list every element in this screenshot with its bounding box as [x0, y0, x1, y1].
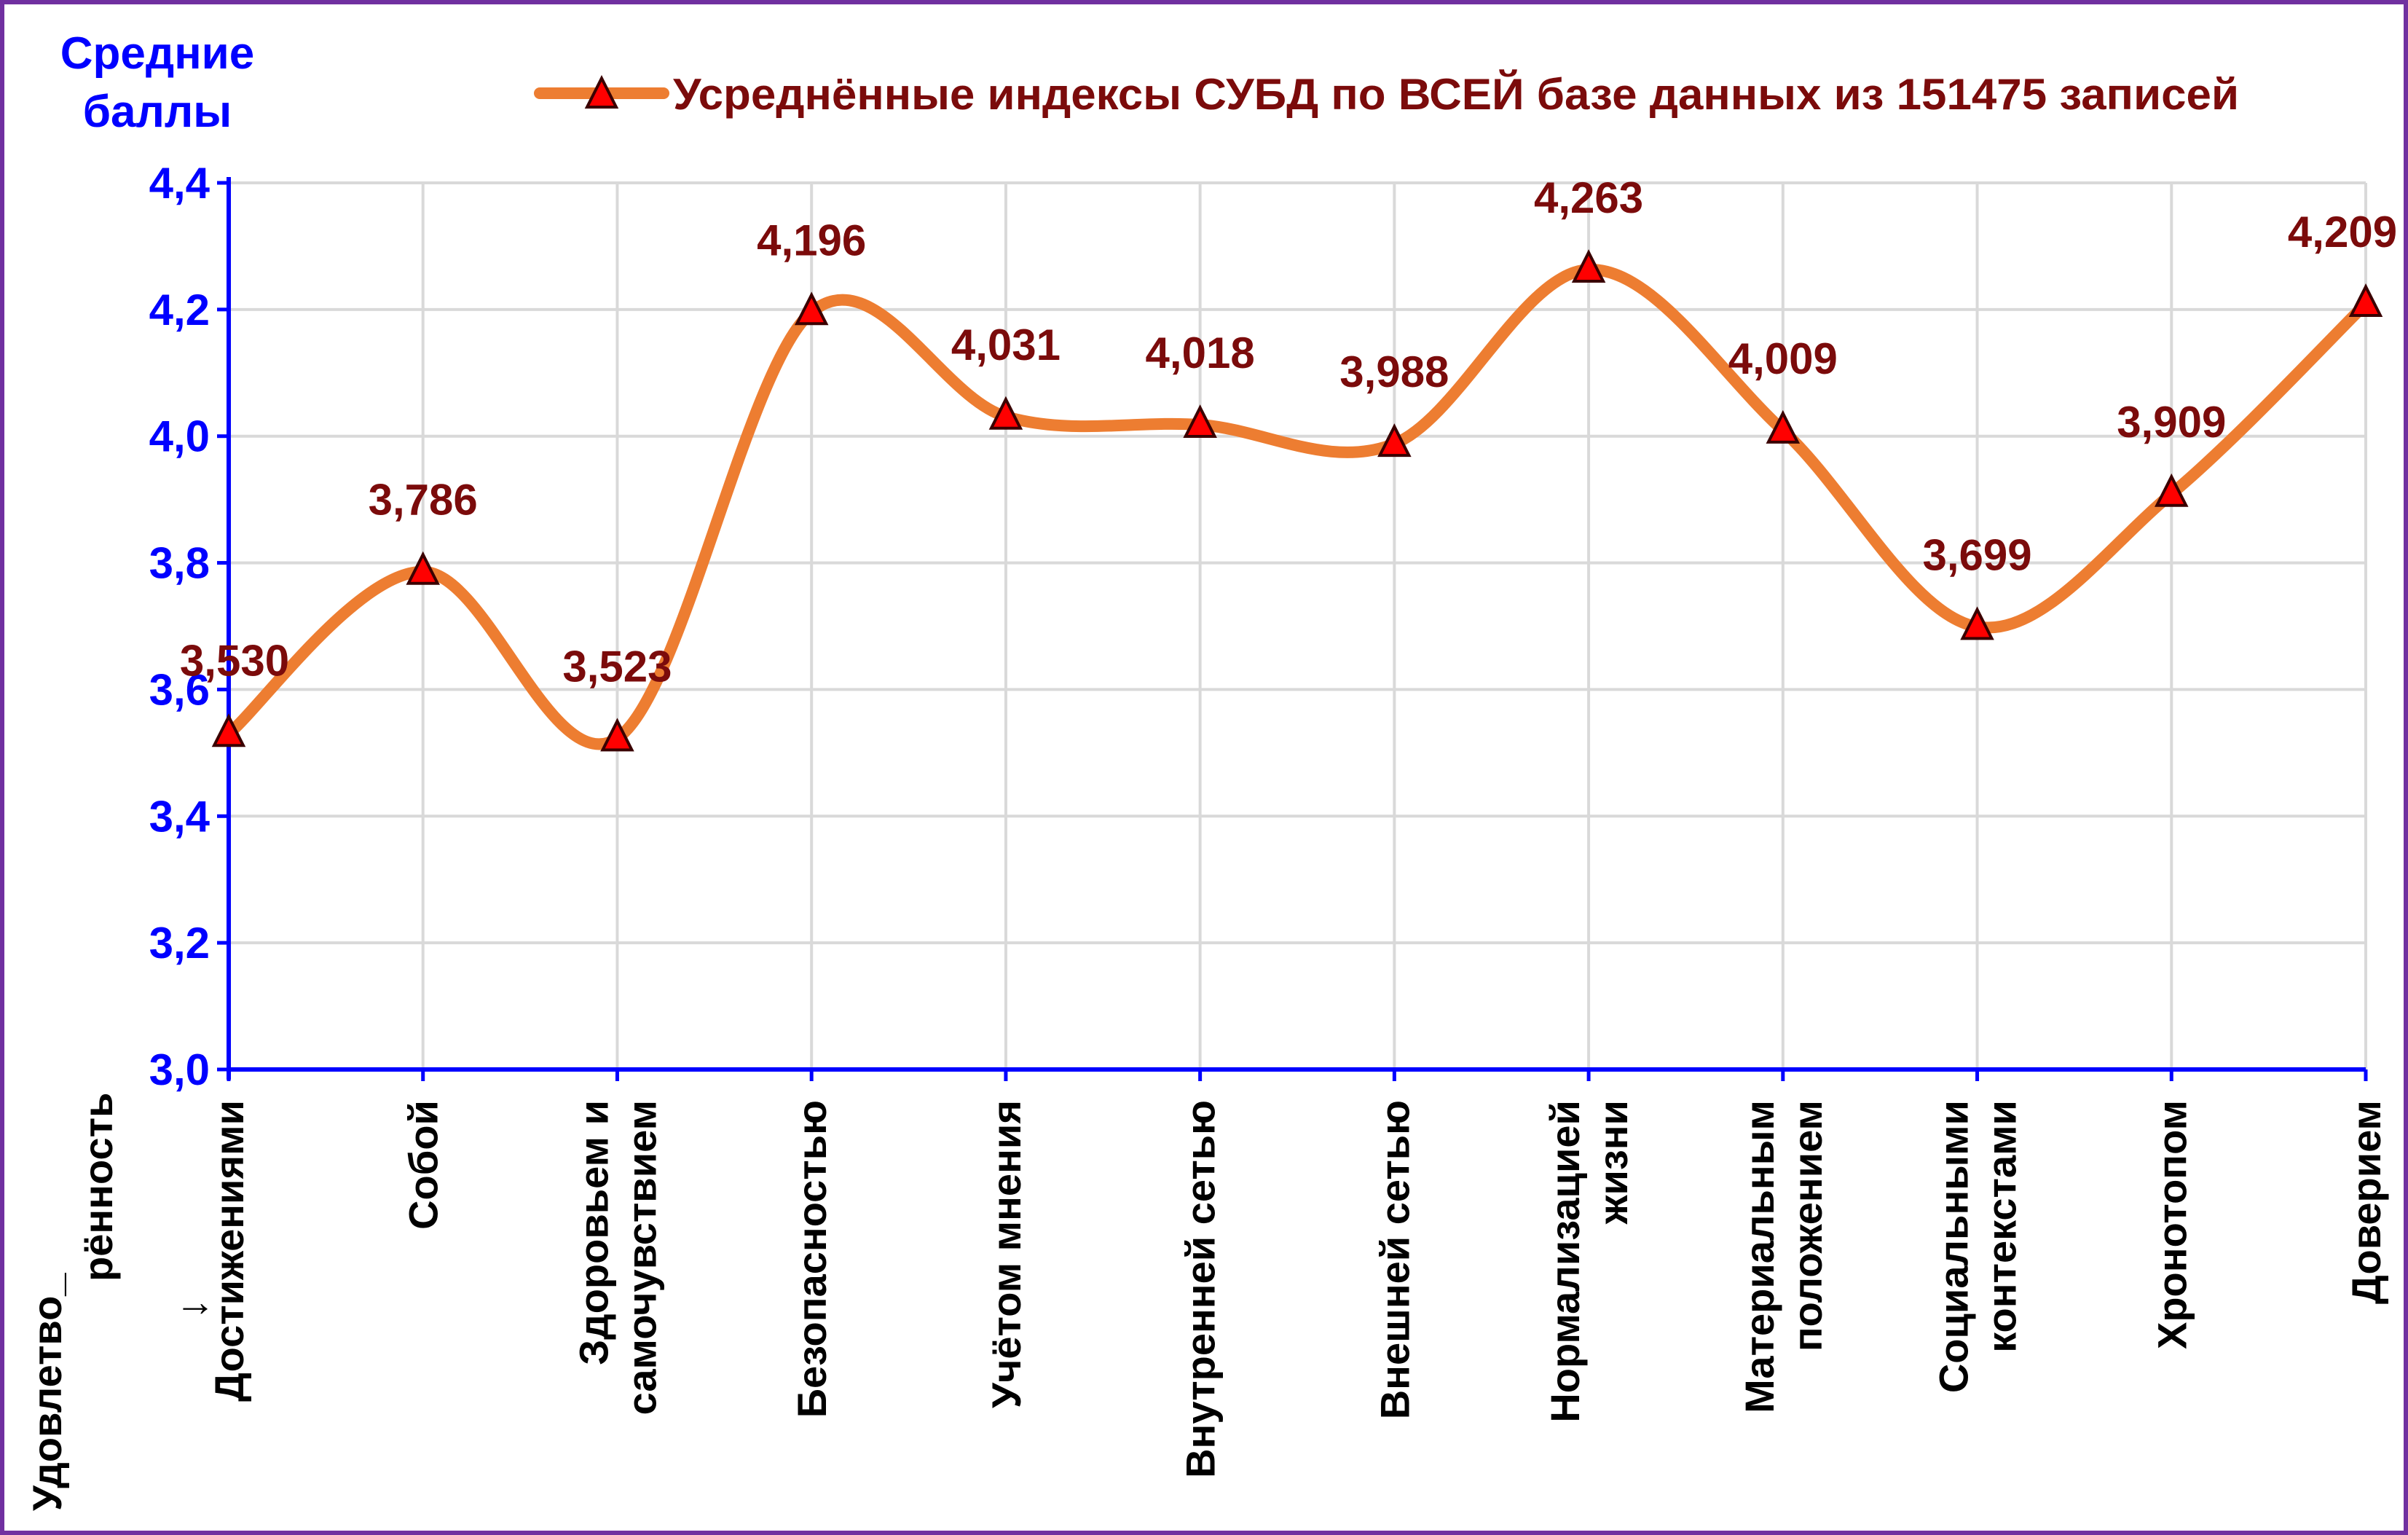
x-category-label: Внешней сетью [1372, 1100, 1417, 1419]
data-point-marker [211, 713, 246, 747]
axes [217, 177, 2368, 1081]
data-point-marker [2155, 473, 2189, 507]
grid-lines [229, 181, 2367, 1069]
x-category-label: контекстами [1979, 1100, 2025, 1353]
data-label: 3,909 [2117, 398, 2226, 447]
data-labels: 3,530 3,786 3,523 4,196 4,031 4,018 3,988 4,263… [180, 173, 2397, 691]
y-tick-label: 4,0 [149, 412, 210, 461]
y-tick-label: 4,2 [149, 286, 210, 334]
data-label: 3,699 [1922, 530, 2031, 579]
y-tick-label: 3,8 [149, 539, 210, 588]
x-category-label: Материальным [1736, 1100, 1782, 1413]
x-axis-title-arrow: → [175, 1279, 216, 1324]
y-tick-label: 3,0 [149, 1045, 210, 1094]
x-category-label: Внутренней сетью [1178, 1100, 1224, 1478]
x-category-label: Безопасностью [789, 1100, 835, 1418]
data-point-marker [1377, 423, 1412, 458]
y-tick-label: 4,4 [149, 159, 210, 208]
series-line [223, 264, 2372, 750]
y-tick-label: 3,2 [149, 919, 210, 967]
x-axis-title-line: Удовлетво_ [24, 1273, 70, 1511]
x-category-label: Достижениями [206, 1100, 252, 1402]
x-category-label: Здоровьем и [570, 1100, 616, 1365]
x-category-label: жизни [1590, 1100, 1636, 1225]
y-tick-label: 3,4 [149, 792, 210, 841]
data-point-marker [1960, 606, 1994, 640]
line-chart: 3,0 3,2 3,4 3,6 3,8 4,0 4,2 4,4 Достижениями Соб… [24, 28, 2397, 1511]
x-category-label: Нормализацией [1542, 1100, 1588, 1423]
data-label: 4,031 [951, 321, 1061, 369]
y-axis-title: Средние баллы [60, 28, 255, 137]
data-label: 4,018 [1146, 329, 1255, 377]
y-tick-label: 3,6 [149, 665, 210, 714]
x-category-label: самочувствием [618, 1100, 664, 1415]
data-label: 4,209 [2288, 208, 2397, 256]
data-label: 3,786 [369, 476, 478, 525]
data-point-marker [988, 396, 1023, 430]
data-point-marker [1766, 409, 1801, 444]
legend-label: Усреднённые индексы СУБД по ВСЕЙ базе да… [673, 70, 2239, 119]
y-axis-title-line: баллы [83, 87, 232, 137]
data-point-marker [600, 718, 634, 752]
data-label: 3,523 [562, 642, 672, 691]
data-point-marker [2348, 283, 2383, 317]
x-category-label: Социальными [1931, 1100, 1977, 1393]
data-point-marker [1183, 404, 1217, 439]
legend-marker-swatch [584, 75, 619, 109]
data-label: 4,196 [757, 216, 866, 264]
x-category-label: Собой [401, 1100, 446, 1230]
series-line-path [223, 264, 2372, 750]
x-category-labels: Достижениями Собой Здоровьем и самочувствие… [206, 1100, 2389, 1478]
data-point-marker [794, 291, 829, 326]
x-axis-title-line: рённость [75, 1093, 121, 1281]
data-label: 4,263 [1534, 173, 1643, 222]
x-category-label: Доверием [2343, 1100, 2389, 1304]
data-label: 3,530 [180, 636, 289, 685]
series-markers [211, 249, 2383, 752]
legend: Усреднённые индексы СУБД по ВСЕЙ базе да… [534, 70, 2239, 119]
data-label: 3,988 [1339, 348, 1449, 396]
y-tick-labels: 3,0 3,2 3,4 3,6 3,8 4,0 4,2 4,4 [149, 159, 210, 1094]
data-label: 4,009 [1728, 334, 1838, 383]
x-axis-title: Удовлетво_рённость → [24, 1093, 216, 1511]
y-axis-title-line: Средние [60, 28, 255, 79]
x-category-label: Хронотопом [2149, 1100, 2195, 1349]
x-category-label: Учётом мнения [983, 1100, 1029, 1408]
x-category-label: положением [1785, 1100, 1830, 1351]
data-point-marker [1571, 249, 1606, 283]
data-point-marker [406, 551, 440, 585]
